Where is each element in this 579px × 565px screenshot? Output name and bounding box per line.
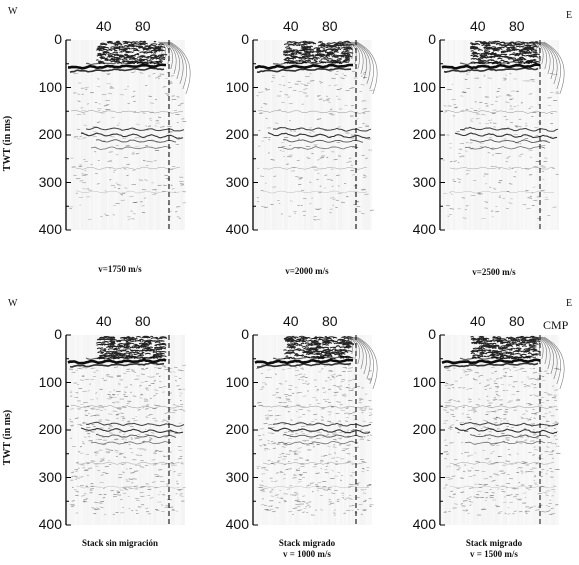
seismic-panel-6: 0 100 200 300 400 40 80 Stack migrado v = 1500 m… (413, 313, 565, 559)
west-label-bottom: W (8, 298, 18, 309)
east-label-bottom: E (566, 298, 573, 309)
y-tick-label: 100 (38, 78, 62, 95)
y-tick-label: 0 (241, 31, 249, 47)
y-tick-label: 300 (225, 173, 249, 190)
reflector-events (254, 61, 372, 194)
x-tick-label: 80 (135, 313, 151, 329)
panel-caption: v=2500 m/s (424, 267, 564, 278)
cmp-axis-label: CMP (543, 318, 569, 332)
y-tick-label: 100 (225, 373, 249, 390)
x-tick-label: 40 (96, 18, 112, 34)
reflector-events (254, 355, 372, 489)
x-tick-label: 80 (322, 313, 338, 329)
reflector-events (441, 61, 559, 194)
near-surface-noise (283, 335, 355, 360)
y-tick-label: 200 (38, 421, 62, 437)
y-tick-label: 300 (38, 173, 62, 190)
trace-lines (67, 335, 185, 525)
x-tick-label: 80 (509, 18, 525, 34)
y-tick-label: 300 (38, 468, 62, 485)
y-tick-label: 0 (54, 326, 62, 342)
seismic-section-4 (65, 334, 187, 526)
noise-texture (255, 364, 374, 516)
x-tick-label: 40 (96, 313, 112, 329)
seismic-section-3 (439, 39, 565, 231)
diffraction-arcs (531, 336, 565, 390)
y-axis-title-bottom: TWT (in ms) (2, 409, 14, 466)
y-tick-label: 400 (225, 221, 249, 237)
diffraction-arcs (531, 41, 565, 95)
y-tick-label: 400 (225, 516, 249, 532)
caption-line-1: Stack sin migración (81, 538, 158, 548)
seismic-section-2 (252, 39, 378, 231)
y-tick-label: 200 (225, 421, 249, 437)
noise-texture (256, 70, 375, 221)
seismic-panel-1: 0 100 200 300 400 40 80 v=1750 m/s (39, 18, 191, 274)
reflector-events (441, 356, 559, 489)
y-tick-label: 100 (38, 373, 62, 390)
seismic-section-1 (65, 39, 191, 231)
y-tick-label: 100 (225, 78, 249, 95)
panel-caption: Stack migrado v = 1000 m/s (237, 538, 377, 560)
caption-line-1: Stack migrado (278, 538, 336, 548)
caption-line-1: v=2000 m/s (285, 266, 329, 276)
y-tick-label: 200 (225, 126, 249, 142)
diffraction-arcs (157, 41, 191, 95)
caption-line-1: v=2500 m/s (472, 267, 516, 277)
panel-caption: Stack sin migración (50, 538, 190, 549)
x-tick-label: 80 (509, 313, 525, 329)
noise-texture (69, 69, 187, 221)
y-tick-label: 300 (225, 468, 249, 485)
y-tick-label: 400 (38, 221, 62, 237)
y-tick-label: 400 (38, 516, 62, 532)
x-tick-label: 40 (470, 313, 486, 329)
near-surface-noise (470, 335, 541, 360)
caption-line-2: v = 1500 m/s (470, 549, 518, 559)
panel-caption: Stack migrado v = 1500 m/s (424, 538, 564, 560)
x-tick-label: 80 (135, 18, 151, 34)
y-tick-label: 100 (412, 78, 436, 95)
noise-texture (69, 364, 187, 515)
caption-line-1: v=1750 m/s (98, 264, 142, 274)
seismic-section-6 (439, 334, 565, 526)
y-tick-label: 0 (428, 326, 436, 342)
reflector-events (68, 61, 185, 194)
diffraction-arcs (344, 41, 378, 95)
panel-caption: v=1750 m/s (50, 264, 190, 275)
y-tick-label: 200 (412, 126, 436, 142)
east-label-top: E (566, 10, 573, 21)
seismic-panel-3: 0 100 200 300 400 40 80 v=2500 m/s (413, 18, 565, 277)
noise-texture (442, 71, 560, 220)
reflector-events (67, 355, 185, 489)
caption-line-1: Stack migrado (465, 538, 523, 548)
y-tick-label: 0 (241, 326, 249, 342)
seismic-section-5 (252, 334, 378, 526)
y-tick-label: 200 (412, 421, 436, 437)
y-tick-label: 400 (412, 221, 436, 237)
near-surface-noise (95, 40, 168, 65)
y-tick-label: 0 (54, 31, 62, 47)
panel-caption: v=2000 m/s (237, 266, 377, 277)
seismic-panel-5: 0 100 200 300 400 40 80 Stack migrado v = 1000 m… (226, 313, 378, 559)
near-surface-noise (96, 335, 168, 360)
x-tick-label: 40 (470, 18, 486, 34)
y-tick-label: 100 (412, 373, 436, 390)
near-surface-noise (469, 40, 541, 65)
y-tick-label: 200 (38, 126, 62, 142)
seismic-panel-4: 0 100 200 300 400 40 80 Stack sin migración (39, 313, 187, 548)
y-tick-label: 400 (412, 516, 436, 532)
y-tick-label: 300 (412, 173, 436, 190)
seismic-panel-2: 0 100 200 300 400 40 80 v=2000 m/s (226, 18, 378, 276)
west-label-top: W (8, 6, 18, 17)
y-axis-title-top: TWT (in ms) (2, 115, 14, 172)
noise-texture (443, 364, 562, 516)
x-tick-label: 40 (283, 313, 299, 329)
y-tick-label: 0 (428, 31, 436, 47)
y-tick-label: 300 (412, 468, 436, 485)
x-tick-label: 40 (283, 18, 299, 34)
x-tick-label: 80 (322, 18, 338, 34)
caption-line-2: v = 1000 m/s (283, 549, 331, 559)
